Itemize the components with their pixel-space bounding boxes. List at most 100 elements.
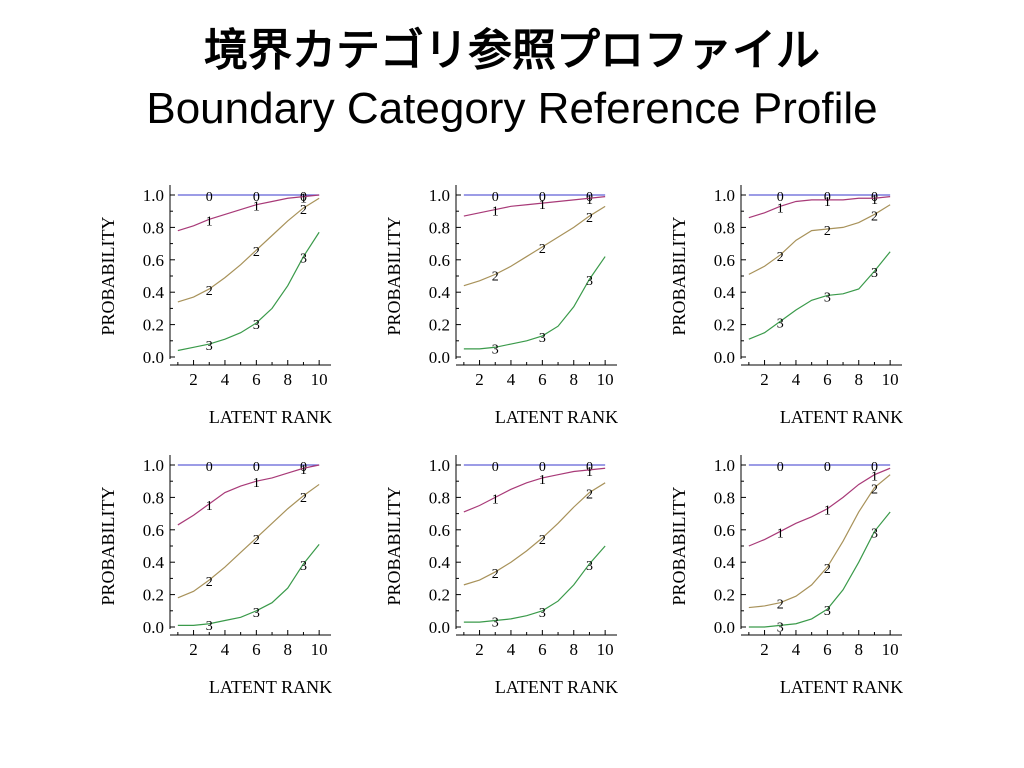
x-tick-label: 8	[855, 640, 864, 659]
series-point-label-1: 1	[492, 492, 499, 507]
series-point-label-0: 0	[824, 190, 831, 205]
series-point-label-0: 0	[492, 190, 499, 205]
series-point-label-0: 0	[777, 190, 784, 205]
series-point-label-3: 3	[539, 606, 546, 621]
series-point-label-0: 0	[253, 190, 260, 205]
x-tick-label: 8	[284, 370, 293, 389]
series-point-label-3: 3	[824, 290, 831, 305]
series-point-label-0: 0	[871, 190, 878, 205]
x-tick-label: 6	[538, 370, 547, 389]
x-axis-label: LATENT RANK	[780, 407, 903, 427]
series-line-3	[748, 251, 891, 340]
x-tick-label: 6	[252, 640, 261, 659]
series-point-label-0: 0	[824, 460, 831, 475]
series-point-label-2: 2	[777, 250, 784, 265]
x-tick-label: 8	[855, 370, 864, 389]
x-tick-label: 8	[570, 640, 579, 659]
series-point-label-1: 1	[586, 193, 593, 208]
series-point-label-0: 0	[300, 190, 307, 205]
series-point-label-1: 1	[824, 195, 831, 210]
series-point-label-0: 0	[206, 190, 213, 205]
y-tick-label: 0.4	[143, 283, 165, 302]
series-line-2	[748, 204, 891, 275]
series-point-label-0: 0	[586, 190, 593, 205]
series-point-label-1: 1	[206, 214, 213, 229]
series-point-label-2: 2	[492, 567, 499, 582]
y-tick-label: 0.4	[714, 553, 736, 572]
series-point-label-1: 1	[824, 504, 831, 519]
series-point-label-3: 3	[824, 604, 831, 619]
series-point-label-2: 2	[871, 483, 878, 498]
y-axis-label: PROBABILITY	[384, 216, 404, 335]
y-tick-label: 0.6	[429, 251, 450, 270]
series-line-3	[463, 545, 606, 623]
series-point-label-0: 0	[777, 460, 784, 475]
y-tick-label: 0.0	[143, 618, 164, 637]
series-point-label-2: 2	[539, 533, 546, 548]
series-point-label-3: 3	[586, 559, 593, 574]
y-tick-label: 0.8	[429, 488, 450, 507]
series-point-label-0: 0	[539, 460, 546, 475]
series-point-label-3: 3	[253, 606, 260, 621]
x-tick-label: 6	[252, 370, 261, 389]
series-point-label-3: 3	[871, 526, 878, 541]
series-point-label-2: 2	[206, 284, 213, 299]
series-point-label-2: 2	[206, 575, 213, 590]
x-tick-label: 8	[284, 640, 293, 659]
series-point-label-2: 2	[824, 224, 831, 239]
y-tick-label: 0.0	[143, 348, 164, 367]
x-tick-label: 2	[475, 370, 484, 389]
series-point-label-2: 2	[300, 491, 307, 506]
y-tick-label: 0.6	[714, 521, 735, 540]
x-tick-label: 8	[570, 370, 579, 389]
series-point-label-3: 3	[777, 620, 784, 635]
y-tick-label: 0.8	[143, 488, 164, 507]
series-point-label-0: 0	[492, 460, 499, 475]
series-point-label-3: 3	[492, 342, 499, 357]
series-point-label-3: 3	[492, 616, 499, 631]
y-tick-label: 0.6	[714, 251, 735, 270]
series-line-2	[177, 483, 320, 599]
x-tick-label: 4	[221, 640, 230, 659]
series-line-3	[748, 511, 891, 628]
series-point-label-1: 1	[871, 193, 878, 208]
x-tick-label: 2	[760, 370, 769, 389]
x-axis-label: LATENT RANK	[209, 677, 332, 697]
series-point-label-2: 2	[300, 203, 307, 218]
x-tick-label: 2	[475, 640, 484, 659]
x-axis-label: LATENT RANK	[209, 407, 332, 427]
x-tick-label: 4	[792, 640, 801, 659]
x-tick-label: 4	[507, 370, 516, 389]
slide-title-jp: 境界カテゴリ参照プロファイル	[204, 25, 820, 76]
series-point-label-1: 1	[539, 198, 546, 213]
x-tick-label: 4	[507, 640, 516, 659]
y-tick-label: 0.4	[429, 553, 451, 572]
x-tick-label: 2	[189, 370, 198, 389]
series-point-label-0: 0	[539, 190, 546, 205]
series-line-2	[748, 474, 891, 609]
series-point-label-2: 2	[871, 209, 878, 224]
y-tick-label: 1.0	[429, 456, 450, 475]
series-line-1	[177, 194, 320, 232]
series-point-label-2: 2	[253, 245, 260, 260]
series-line-2	[463, 482, 606, 586]
x-tick-label: 10	[311, 370, 328, 389]
series-point-label-1: 1	[253, 476, 260, 491]
series-point-label-1: 1	[586, 465, 593, 480]
series-line-3	[463, 256, 606, 350]
y-tick-label: 1.0	[714, 456, 735, 475]
y-tick-label: 1.0	[714, 186, 735, 205]
y-tick-label: 0.6	[143, 251, 164, 270]
y-tick-label: 0.2	[429, 586, 450, 605]
x-tick-label: 10	[882, 640, 899, 659]
series-point-label-3: 3	[253, 318, 260, 333]
x-tick-label: 2	[189, 640, 198, 659]
y-tick-label: 0.0	[714, 618, 735, 637]
series-point-label-2: 2	[586, 211, 593, 226]
x-tick-label: 2	[760, 640, 769, 659]
